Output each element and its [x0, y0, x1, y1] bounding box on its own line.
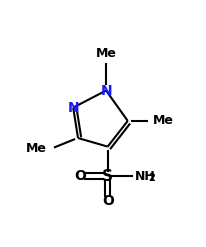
Text: NH: NH: [134, 170, 155, 183]
Text: S: S: [102, 169, 113, 184]
Text: 2: 2: [148, 173, 154, 183]
Text: Me: Me: [95, 47, 116, 60]
Text: N: N: [100, 83, 111, 98]
Text: Me: Me: [152, 114, 173, 127]
Text: Me: Me: [26, 142, 47, 155]
Text: O: O: [101, 194, 113, 208]
Text: O: O: [74, 169, 86, 183]
Text: N: N: [67, 101, 79, 115]
